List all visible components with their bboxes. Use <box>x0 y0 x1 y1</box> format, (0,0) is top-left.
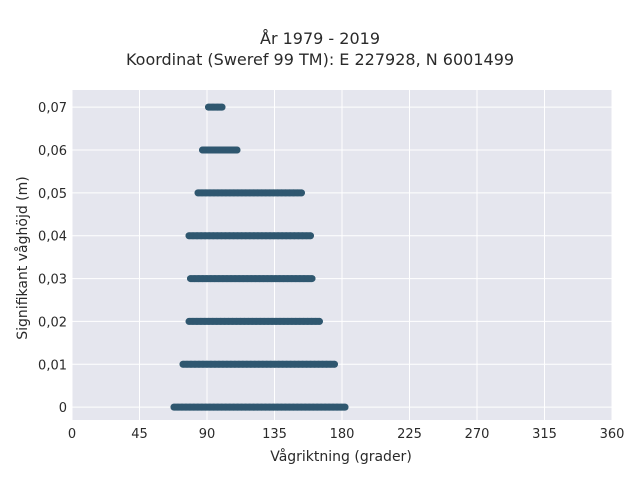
data-point <box>341 403 349 411</box>
y-tick-label: 0,03 <box>38 273 67 288</box>
y-tick-label: 0,05 <box>38 187 67 202</box>
data-point <box>331 360 338 368</box>
y-tick-labels: 0 0,01 0,02 0,03 0,04 0,05 0,06 0,07 <box>38 101 67 416</box>
x-tick-labels: 0 45 90 135 180 225 270 315 360 <box>68 427 625 442</box>
x-tick-label: 45 <box>131 427 148 442</box>
data-point <box>218 103 226 111</box>
x-tick-label: 315 <box>532 427 557 442</box>
data-point <box>308 275 316 283</box>
y-tick-label: 0,02 <box>38 315 67 330</box>
x-tick-label: 225 <box>397 427 422 442</box>
x-tick-label: 135 <box>262 427 287 442</box>
scatter-band <box>170 403 349 411</box>
scatter-band <box>194 189 305 197</box>
x-axis-label: Vågriktning (grader) <box>270 448 412 465</box>
y-tick-label: 0,06 <box>38 144 67 159</box>
data-point <box>316 317 323 325</box>
data-point <box>233 146 241 154</box>
x-tick-label: 0 <box>68 427 76 442</box>
scatter-band <box>185 317 323 325</box>
scatter-band <box>205 103 226 111</box>
chart-subtitle: Koordinat (Sweref 99 TM): E 227928, N 60… <box>125 50 515 69</box>
x-tick-label: 270 <box>465 427 490 442</box>
x-tick-label: 360 <box>600 427 625 442</box>
y-tick-label: 0,07 <box>38 101 67 116</box>
data-point <box>298 189 305 197</box>
y-tick-label: 0,01 <box>38 358 67 373</box>
data-point <box>307 232 314 240</box>
x-tick-label: 180 <box>330 427 355 442</box>
x-tick-label: 90 <box>199 427 216 442</box>
y-tick-label: 0 <box>59 401 67 416</box>
y-tick-label: 0,04 <box>38 230 67 245</box>
data-points <box>170 103 349 411</box>
y-axis-label: Signifikant våghöjd (m) <box>14 176 31 339</box>
chart-title: År 1979 - 2019 <box>260 29 380 48</box>
scatter-band <box>187 275 316 283</box>
scatter-band <box>179 360 338 368</box>
scatter-band <box>185 232 314 240</box>
scatter-band <box>199 146 241 154</box>
